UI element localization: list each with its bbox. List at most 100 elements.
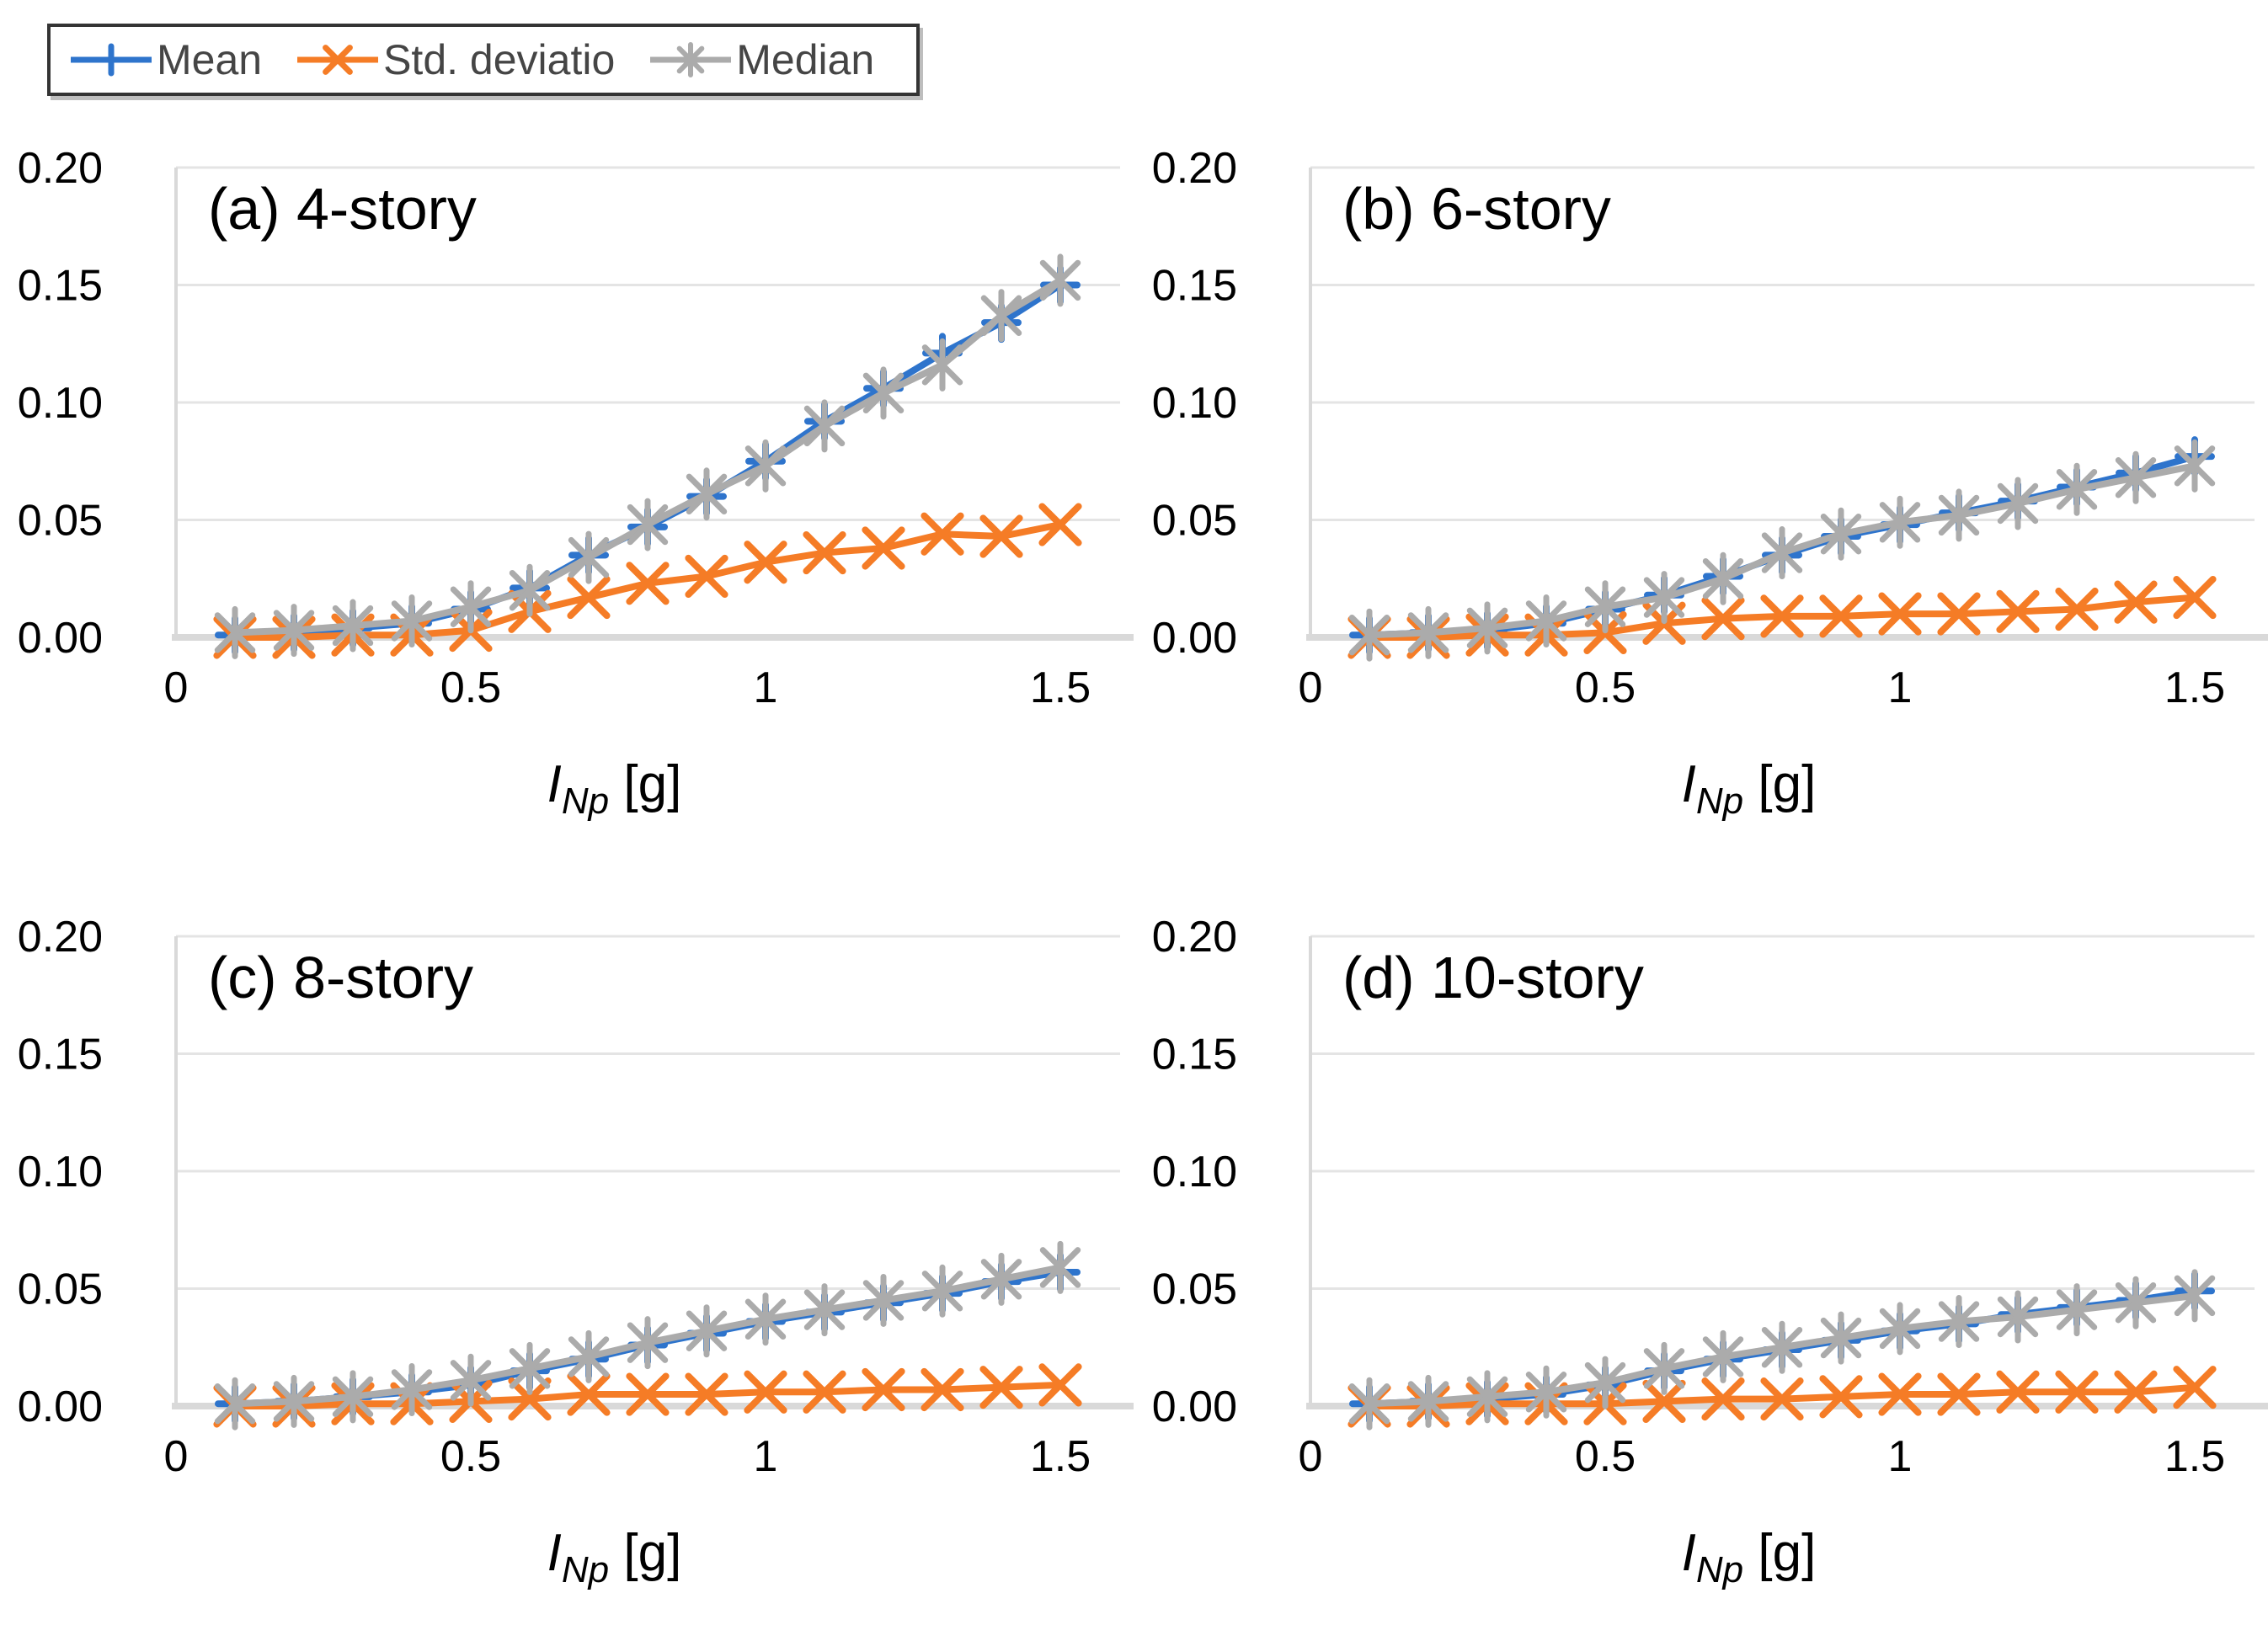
marker-x bbox=[1937, 1372, 1981, 1416]
marker-asterisk bbox=[1761, 526, 1803, 580]
legend-marker-glyph bbox=[676, 42, 705, 77]
marker-asterisk bbox=[1702, 551, 1744, 605]
series-median bbox=[214, 1240, 1081, 1431]
marker-asterisk bbox=[862, 366, 905, 420]
asterisk-marker-icon bbox=[650, 42, 732, 77]
marker-x bbox=[921, 512, 964, 556]
x-marker-icon bbox=[297, 45, 379, 75]
marker-asterisk bbox=[1938, 1295, 1980, 1349]
x-tick-label: 0 bbox=[164, 663, 189, 712]
marker-asterisk bbox=[2115, 450, 2157, 504]
x-tick-label: 0.5 bbox=[1575, 1432, 1636, 1481]
marker-asterisk bbox=[1348, 608, 1390, 662]
marker-asterisk bbox=[1525, 594, 1567, 647]
marker-asterisk bbox=[1879, 1302, 1921, 1356]
legend-label: Mean bbox=[157, 36, 263, 83]
x-axis-label: INp [g] bbox=[1682, 1524, 1817, 1590]
marker-asterisk bbox=[2174, 439, 2216, 493]
series-mean bbox=[215, 264, 1081, 656]
marker-x bbox=[685, 554, 728, 599]
y-tick-label: 0.15 bbox=[18, 1031, 103, 1079]
y-tick-label: 0.10 bbox=[1152, 379, 1237, 428]
marker-asterisk bbox=[1879, 495, 1921, 549]
x-tick-label: 1.5 bbox=[2164, 1432, 2225, 1481]
marker-asterisk bbox=[1466, 601, 1508, 655]
y-tick-label: 0.05 bbox=[1152, 497, 1237, 546]
series-median bbox=[1348, 1269, 2216, 1431]
x-tick-label: 0.5 bbox=[440, 1432, 501, 1481]
plus-marker-icon bbox=[71, 43, 152, 77]
marker-x bbox=[567, 1372, 611, 1416]
marker-asterisk bbox=[1466, 1370, 1508, 1424]
marker-x bbox=[2173, 1366, 2217, 1409]
marker-x bbox=[1878, 1372, 1922, 1416]
marker-asterisk bbox=[803, 399, 846, 453]
marker-x bbox=[1937, 592, 1981, 636]
marker-asterisk bbox=[1820, 507, 1862, 561]
chart-panel-a: 0.00 0.05 0.10 0.15 0.20 0 0.5 1 1.5 (a) 4-story I… bbox=[18, 144, 1134, 822]
y-tick-label: 0.05 bbox=[1152, 1265, 1237, 1314]
y-tick-label: 0.15 bbox=[1152, 262, 1237, 311]
marker-x bbox=[1701, 1377, 1745, 1421]
marker-asterisk bbox=[214, 1377, 256, 1431]
series-median bbox=[1348, 439, 2216, 662]
marker-asterisk bbox=[1525, 1365, 1567, 1419]
y-tick-label: 0.10 bbox=[1152, 1148, 1237, 1196]
marker-asterisk bbox=[1407, 605, 1449, 659]
marker-x bbox=[803, 1370, 846, 1414]
x-tick-label: 0 bbox=[164, 1432, 189, 1481]
legend-item-mean: Mean bbox=[59, 35, 280, 84]
x-tick-label: 1 bbox=[754, 663, 778, 712]
chart-panel-d: 0.00 0.05 0.10 0.15 0.20 0 0.5 1 1.5 (d) 10-story… bbox=[1152, 913, 2268, 1590]
y-tick-label: 0.10 bbox=[18, 379, 103, 428]
marker-x bbox=[626, 1372, 670, 1416]
marker-x bbox=[1760, 1377, 1804, 1421]
marker-asterisk bbox=[744, 439, 787, 493]
legend-marker-glyph bbox=[323, 45, 353, 75]
marker-x bbox=[1996, 1370, 2040, 1414]
marker-asterisk bbox=[1997, 1290, 2039, 1344]
marker-x bbox=[2173, 575, 2217, 620]
marker-asterisk bbox=[1584, 580, 1626, 634]
y-tick-label: 0.15 bbox=[1152, 1031, 1237, 1079]
marker-x bbox=[862, 526, 905, 570]
x-tick-label: 0 bbox=[1299, 1432, 1323, 1481]
x-tick-label: 1.5 bbox=[2164, 663, 2225, 712]
marker-asterisk bbox=[1407, 1374, 1449, 1428]
marker-asterisk bbox=[2056, 1283, 2098, 1337]
y-tick-label: 0.05 bbox=[18, 497, 103, 546]
panel-title: (b) 6-story bbox=[1342, 176, 1611, 242]
y-tick-label: 0.20 bbox=[1152, 144, 1237, 193]
marker-asterisk bbox=[980, 289, 1022, 343]
marker-asterisk bbox=[1643, 1341, 1685, 1395]
marker-asterisk bbox=[509, 563, 551, 617]
marker-asterisk bbox=[1348, 1377, 1390, 1431]
marker-x bbox=[685, 1372, 728, 1416]
x-tick-label: 0.5 bbox=[1575, 663, 1636, 712]
marker-x bbox=[1642, 1379, 1686, 1424]
marker-x bbox=[2114, 1370, 2158, 1414]
marker-x bbox=[626, 562, 670, 605]
marker-asterisk bbox=[1584, 1356, 1626, 1409]
marker-asterisk bbox=[2056, 462, 2098, 516]
marker-asterisk bbox=[803, 1283, 846, 1337]
marker-asterisk bbox=[1761, 1320, 1803, 1374]
legend: Mean Std. deviatio Median bbox=[47, 24, 921, 96]
marker-asterisk bbox=[273, 604, 315, 658]
marker-x bbox=[1760, 594, 1804, 638]
legend-label: Median bbox=[736, 36, 875, 83]
legend-marker-glyph bbox=[94, 43, 128, 77]
x-tick-label: 1.5 bbox=[1030, 1432, 1091, 1481]
y-tick-label: 0.15 bbox=[18, 262, 103, 311]
marker-x bbox=[921, 1367, 964, 1412]
marker-x bbox=[1701, 597, 1745, 641]
marker-asterisk bbox=[2115, 1276, 2157, 1329]
marker-x bbox=[862, 1367, 905, 1412]
marker-x bbox=[1819, 1375, 1863, 1419]
legend-label: Std. deviatio bbox=[383, 36, 616, 83]
panel-title: (a) 4-story bbox=[208, 176, 477, 242]
x-tick-label: 1 bbox=[1888, 1432, 1913, 1481]
marker-asterisk bbox=[509, 1341, 551, 1395]
x-axis-label: INp [g] bbox=[547, 755, 682, 822]
